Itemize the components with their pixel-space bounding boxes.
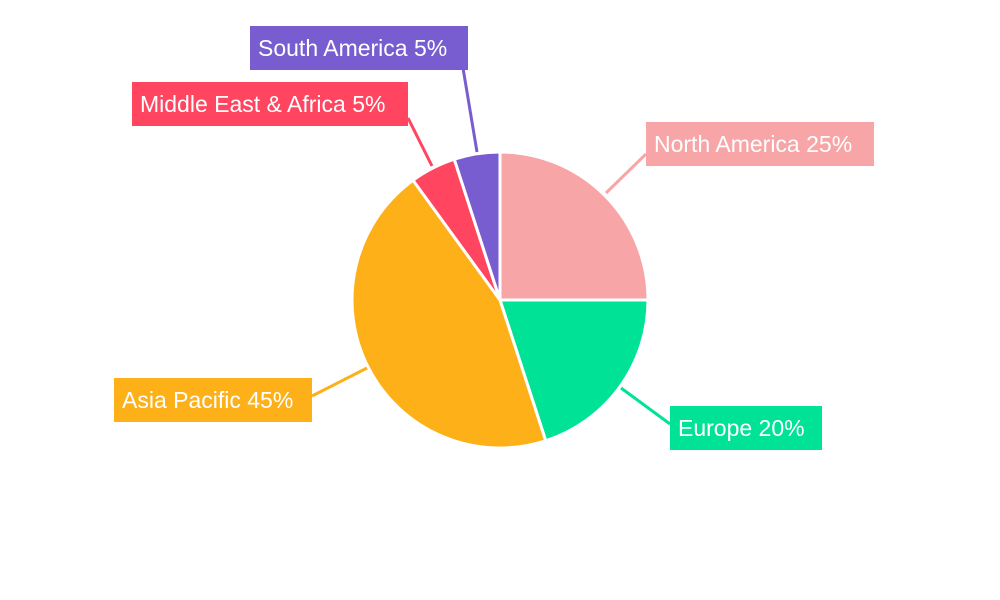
label-south-america: South America 5% <box>250 26 468 70</box>
slice-south-america[interactable] <box>452 150 502 301</box>
leader-line-middle-east-africa <box>406 117 434 167</box>
label-asia-pacific: Asia Pacific 45% <box>114 378 312 422</box>
leader-line-north-america <box>604 152 648 195</box>
slice-asia-pacific[interactable] <box>350 178 548 450</box>
slice-europe[interactable] <box>497 298 650 443</box>
leader-line-south-america <box>461 67 479 153</box>
label-middle-east-africa: Middle East & Africa 5% <box>132 82 408 126</box>
leader-line-asia-pacific <box>311 366 368 398</box>
label-north-america: North America 25% <box>646 122 874 166</box>
label-europe: Europe 20% <box>670 406 822 450</box>
slice-north-america[interactable] <box>498 150 650 302</box>
leader-line-europe <box>620 386 671 426</box>
